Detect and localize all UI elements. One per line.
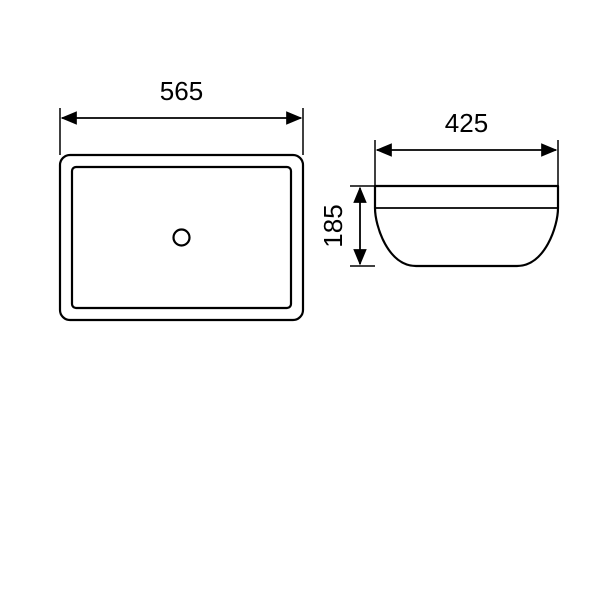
dim-top-width: 565 bbox=[60, 76, 303, 155]
dim-side-height-label: 185 bbox=[318, 204, 348, 247]
basin-inner bbox=[72, 167, 291, 308]
dim-side-width-label: 425 bbox=[445, 108, 488, 138]
basin-outer bbox=[60, 155, 303, 320]
top-view: 565 bbox=[60, 76, 303, 320]
side-view: 425 185 bbox=[318, 108, 558, 266]
basin-profile bbox=[375, 186, 558, 266]
technical-drawing: 565 425 185 bbox=[0, 0, 600, 600]
dim-side-width: 425 bbox=[375, 108, 558, 186]
drain-hole bbox=[174, 230, 190, 246]
dim-side-height: 185 bbox=[318, 186, 375, 266]
dim-top-width-label: 565 bbox=[160, 76, 203, 106]
